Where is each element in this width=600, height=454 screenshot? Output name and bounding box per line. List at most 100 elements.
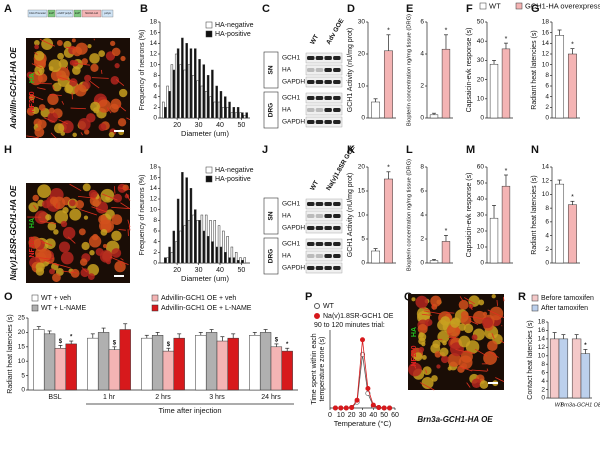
x-tick-label: 20	[173, 122, 181, 129]
y-tick-label: 10	[358, 212, 366, 219]
cell	[120, 55, 126, 62]
cell	[47, 221, 57, 231]
y-tick-label: 20	[477, 76, 485, 83]
blot-band	[324, 202, 332, 206]
blot-band	[333, 56, 341, 60]
x-tick-label: 50	[238, 122, 246, 129]
y-tick-label: 8	[420, 164, 424, 171]
legend-swatch	[479, 2, 487, 10]
legend-swatch	[531, 304, 539, 312]
panel-letter: N	[531, 144, 539, 156]
fiber	[35, 256, 51, 260]
fiber	[459, 366, 473, 372]
blot-band	[307, 202, 315, 206]
cell	[53, 229, 59, 235]
legend-label: WT + L-NAME	[41, 305, 87, 312]
cell	[100, 228, 108, 236]
blot-band	[315, 266, 324, 270]
legend-label: WT	[323, 303, 335, 310]
y-tick-label: 0	[420, 260, 424, 267]
bar	[97, 332, 110, 391]
significance: *	[445, 228, 448, 235]
y-axis-label: Radiant heat latencies (s)	[7, 314, 14, 393]
cell	[81, 241, 90, 251]
fiber	[487, 309, 505, 319]
panel-letter: F	[466, 3, 473, 15]
bar	[558, 338, 569, 399]
cell	[38, 104, 46, 111]
blot-band	[307, 214, 315, 218]
fiber	[501, 325, 503, 327]
fiber	[419, 382, 435, 391]
cell	[418, 332, 424, 338]
bar	[187, 64, 191, 119]
y-tick-label: 30	[477, 57, 485, 64]
blot-band	[324, 68, 332, 72]
bar	[170, 252, 174, 264]
cell	[463, 323, 474, 334]
blot-strip	[305, 104, 343, 116]
y-tick-label: 0	[153, 260, 157, 267]
bar	[219, 246, 223, 264]
annotation: 90 to 120 minutes trial:	[314, 322, 385, 329]
fiber	[468, 320, 479, 325]
tissue-label: SN	[268, 211, 275, 220]
cell	[72, 66, 81, 75]
bar	[567, 204, 577, 264]
fiber	[39, 38, 56, 47]
panel-letter: L	[406, 144, 413, 156]
fiber	[100, 69, 103, 75]
tissue-box	[263, 237, 279, 275]
caption: Brn3a-GCH1-HA OE	[417, 415, 493, 424]
fiber	[446, 312, 455, 314]
y-tick-label: 0	[153, 115, 157, 122]
fiber	[423, 307, 430, 311]
blot-band	[315, 96, 324, 100]
bar	[222, 230, 225, 264]
y-tick-label: 0	[420, 115, 424, 122]
panel-letter: M	[466, 144, 475, 156]
x-tick-label: 10	[337, 412, 345, 419]
bar	[108, 349, 121, 391]
cell	[108, 131, 115, 138]
y-tick-label: 18	[150, 164, 158, 171]
y-axis-label: Frequency of neurons (%)	[139, 175, 146, 256]
blot-band	[324, 266, 332, 270]
blot-band	[315, 254, 324, 258]
blot-band	[307, 56, 315, 60]
y-tick-label: 12	[542, 51, 550, 58]
y-axis-label: temperature zone (s)	[319, 337, 326, 402]
y-tick-label: 50	[477, 180, 485, 187]
y-tick-label: 8	[153, 217, 157, 224]
cell	[483, 351, 498, 365]
fiber	[36, 82, 52, 85]
point	[338, 405, 344, 411]
bar	[245, 112, 248, 119]
cell	[471, 334, 478, 341]
bar	[383, 50, 393, 119]
cell	[37, 119, 47, 129]
y-tick-label: 2	[545, 246, 549, 253]
blot-band	[324, 96, 332, 100]
bar	[213, 101, 216, 119]
y-tick-label: 2	[541, 386, 545, 393]
y-tick-label: 8	[541, 361, 545, 368]
fiber	[33, 204, 37, 210]
y-tick-label: 0	[541, 395, 545, 402]
legend-label: HA-positive	[215, 176, 251, 183]
point	[370, 402, 376, 408]
fiber	[469, 304, 473, 311]
blot-row: HA	[282, 107, 292, 114]
panel-letter: D	[347, 3, 355, 15]
blot-band	[333, 202, 341, 206]
bar	[226, 236, 229, 264]
stain-label: HA	[29, 73, 36, 83]
bar	[211, 69, 214, 119]
cell	[482, 317, 494, 329]
fiber	[113, 186, 116, 194]
y-tick-label: 8	[545, 205, 549, 212]
panel-letter: R	[518, 291, 526, 303]
blot-band	[333, 68, 341, 72]
cell	[460, 311, 469, 319]
panel-letter: P	[305, 291, 312, 303]
